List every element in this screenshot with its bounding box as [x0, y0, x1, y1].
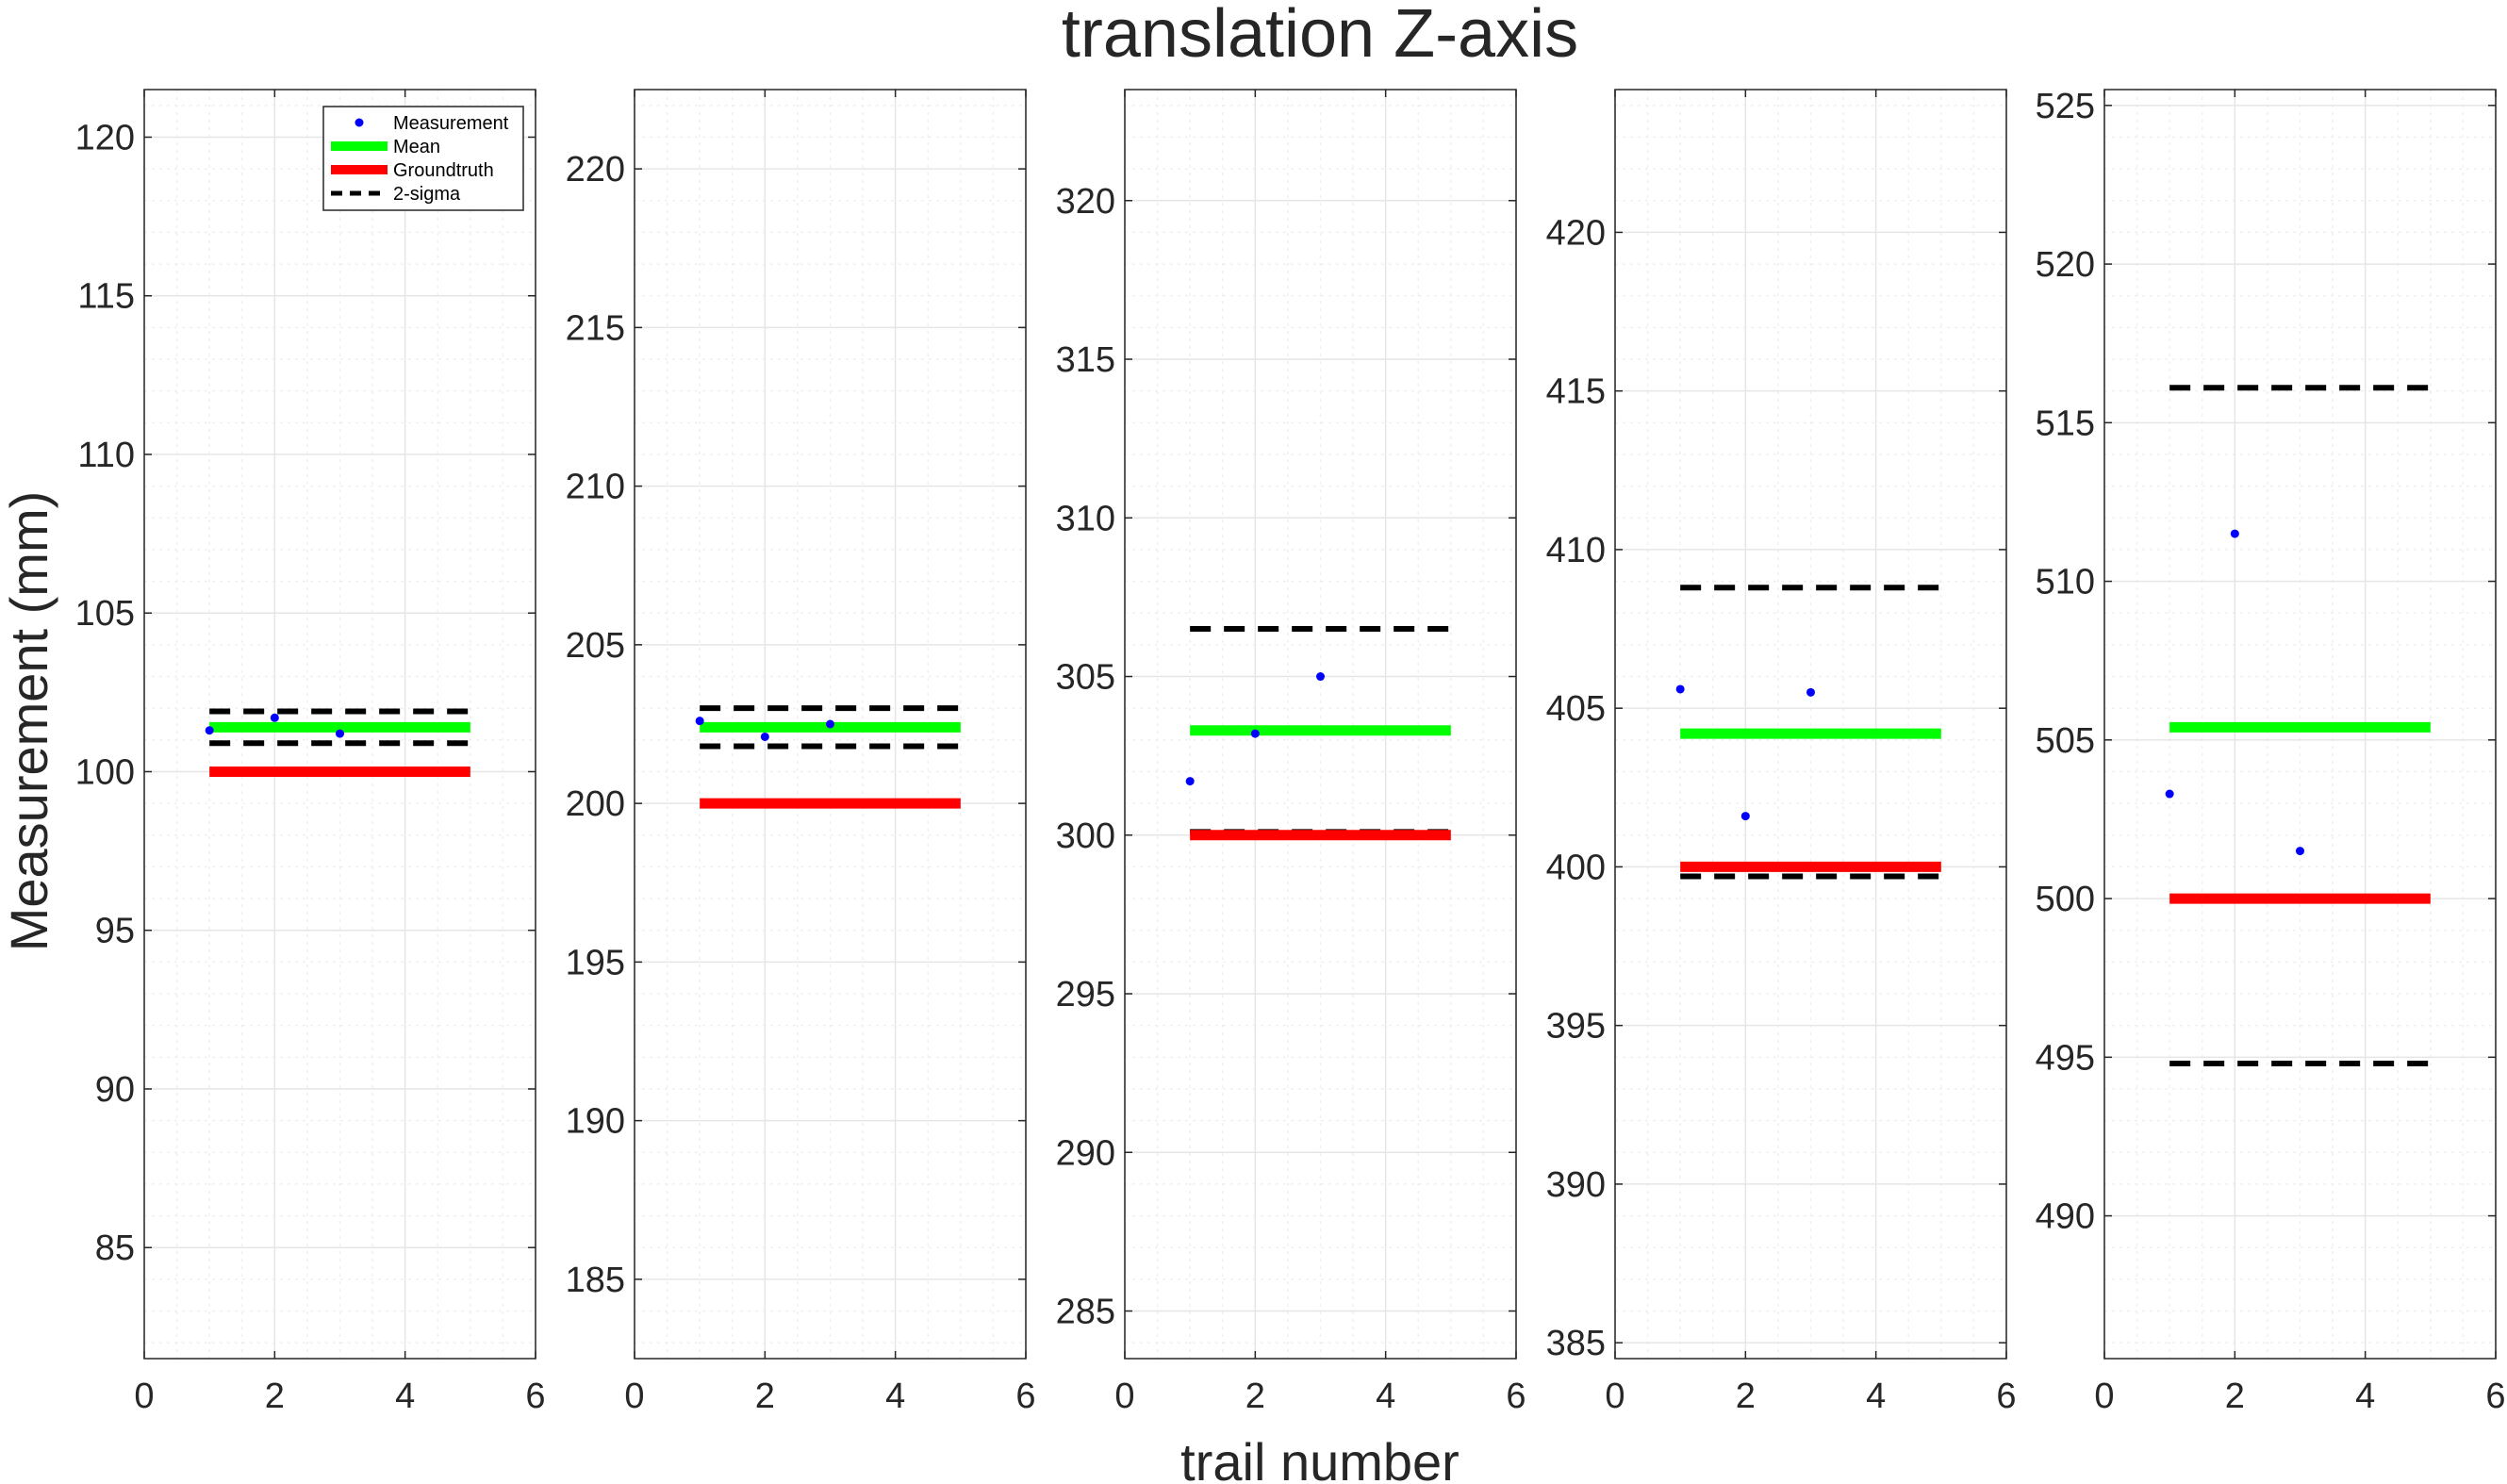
y-tick-label: 185 — [566, 1261, 625, 1300]
y-tick-label: 85 — [95, 1228, 135, 1268]
x-tick-label: 2 — [755, 1377, 775, 1416]
y-tick-label: 510 — [2036, 563, 2095, 602]
axes-box — [1124, 89, 1517, 1360]
y-tick-label: 290 — [1056, 1133, 1115, 1173]
x-tick-label: 0 — [134, 1377, 154, 1416]
x-tick-label: 2 — [1736, 1377, 1756, 1416]
y-tick-label: 525 — [2036, 87, 2095, 126]
measurement-point — [336, 729, 344, 738]
x-tick-label: 4 — [1866, 1377, 1886, 1416]
x-axis-label: trail number — [1180, 1432, 1460, 1484]
x-tick-label: 4 — [1376, 1377, 1395, 1416]
y-tick-label: 295 — [1056, 975, 1115, 1014]
x-tick-label: 4 — [2355, 1377, 2375, 1416]
x-tick-label: 0 — [624, 1377, 644, 1416]
y-tick-label: 305 — [1056, 658, 1115, 698]
x-tick-label: 0 — [2094, 1377, 2114, 1416]
x-tick-label: 6 — [1506, 1377, 1526, 1416]
axes-box — [2103, 89, 2497, 1360]
measurement-point — [1185, 777, 1195, 786]
y-tick-label: 105 — [75, 594, 135, 634]
subplot-5: 0 2 4 6 490 495 500 505 510 515 520 525 — [2036, 87, 2506, 1416]
y-tick-label: 420 — [1546, 213, 1606, 253]
measurement-point — [1316, 672, 1325, 682]
subplots: 0 2 4 6 85 90 95 100 105 110 115 120 Measurement Mean… — [75, 87, 2506, 1416]
legend: Measurement Mean Groundtruth 2-sigma — [322, 106, 524, 211]
measurement-point — [1806, 687, 1815, 697]
y-tick-label: 190 — [566, 1102, 625, 1142]
y-tick-label: 300 — [1056, 816, 1115, 856]
measurement-point — [695, 717, 704, 726]
y-tick-label: 220 — [566, 150, 625, 190]
x-tick-label: 6 — [525, 1377, 545, 1416]
y-tick-label: 100 — [75, 752, 135, 792]
x-tick-label: 0 — [1605, 1377, 1625, 1416]
y-tick-label: 410 — [1546, 531, 1606, 570]
chart-title: translation Z-axis — [1062, 0, 1578, 72]
y-tick-label: 495 — [2036, 1038, 2095, 1078]
measurement-point — [2230, 529, 2239, 538]
y-tick-label: 395 — [1546, 1007, 1606, 1047]
axes-box — [1614, 89, 2007, 1360]
measurement-point — [205, 726, 214, 735]
y-tick-label: 505 — [2036, 721, 2095, 761]
y-tick-label: 500 — [2036, 880, 2095, 919]
measurement-point — [1250, 729, 1260, 738]
legend-entry-label: 2-sigma — [393, 184, 461, 205]
legend-measurement-marker — [355, 118, 364, 127]
measurement-point — [1675, 684, 1685, 694]
x-tick-label: 2 — [1245, 1377, 1265, 1416]
x-tick-label: 2 — [265, 1377, 285, 1416]
subplot-3: 0 2 4 6 285 290 295 300 305 310 315 320 — [1056, 89, 1526, 1416]
y-tick-label: 385 — [1546, 1324, 1606, 1363]
y-tick-label: 195 — [566, 943, 625, 982]
y-tick-label: 120 — [75, 118, 135, 157]
y-tick-label: 95 — [95, 912, 135, 951]
y-tick-label: 490 — [2036, 1197, 2095, 1237]
measurement-point — [1740, 812, 1750, 821]
x-tick-label: 4 — [395, 1377, 415, 1416]
x-tick-label: 6 — [2485, 1377, 2505, 1416]
y-tick-label: 210 — [566, 468, 625, 507]
y-axis-label: Measurement (mm) — [0, 491, 58, 952]
y-tick-label: 515 — [2036, 404, 2095, 443]
axes-box — [634, 89, 1027, 1360]
y-tick-label: 110 — [77, 436, 135, 475]
y-tick-label: 390 — [1546, 1165, 1606, 1205]
legend-entry-label: Mean — [393, 137, 440, 157]
x-tick-label: 2 — [2225, 1377, 2245, 1416]
legend-entry-label: Measurement — [393, 113, 509, 134]
measurement-point — [760, 732, 769, 741]
y-tick-label: 200 — [566, 784, 625, 824]
y-tick-label: 315 — [1056, 340, 1115, 380]
measurement-point — [2296, 847, 2304, 856]
x-tick-label: 4 — [885, 1377, 905, 1416]
y-tick-label: 520 — [2036, 245, 2095, 285]
subplot-4: 0 2 4 6 385 390 395 400 405 410 415 420 — [1546, 89, 2017, 1416]
y-tick-label: 405 — [1546, 689, 1606, 729]
measurement-point — [826, 719, 834, 729]
y-tick-label: 205 — [566, 626, 625, 666]
legend-entry-label: Groundtruth — [393, 160, 494, 181]
subplot-1: 0 2 4 6 85 90 95 100 105 110 115 120 Measurement Mean… — [75, 89, 546, 1416]
y-tick-label: 310 — [1056, 499, 1115, 538]
x-tick-label: 6 — [1015, 1377, 1035, 1416]
y-tick-label: 90 — [95, 1070, 135, 1110]
y-tick-label: 320 — [1056, 182, 1115, 222]
y-tick-label: 400 — [1546, 848, 1606, 887]
y-tick-label: 115 — [77, 277, 135, 317]
measurement-point — [270, 713, 279, 722]
y-tick-label: 215 — [566, 308, 625, 348]
axes-box — [143, 89, 536, 1360]
y-tick-label: 285 — [1056, 1293, 1115, 1332]
subplot-2: 0 2 4 6 185 190 195 200 205 210 215 220 — [566, 89, 1036, 1416]
x-tick-label: 6 — [1996, 1377, 2016, 1416]
y-tick-label: 415 — [1546, 372, 1606, 412]
measurement-point — [2165, 789, 2174, 799]
x-tick-label: 0 — [1114, 1377, 1134, 1416]
